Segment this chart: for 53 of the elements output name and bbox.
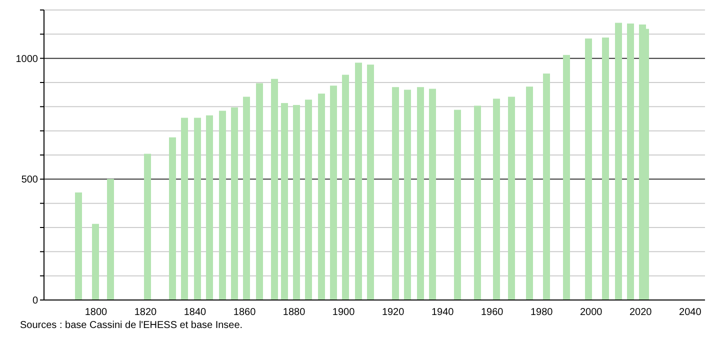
x-tick-label: 2020 xyxy=(630,307,652,318)
x-tick-label: 1860 xyxy=(233,307,256,318)
bar xyxy=(75,192,82,300)
bar xyxy=(585,38,592,300)
bar xyxy=(543,74,550,300)
bar xyxy=(330,86,337,300)
bar xyxy=(243,96,250,300)
bar xyxy=(404,90,411,300)
bar xyxy=(454,110,461,300)
bar xyxy=(181,118,188,300)
source-note: Sources : base Cassini de l'EHESS et base Insee. xyxy=(20,320,243,331)
bar xyxy=(144,154,151,300)
bar xyxy=(206,115,213,300)
bar xyxy=(627,24,634,300)
bar xyxy=(563,54,570,300)
bar xyxy=(615,22,622,300)
bar xyxy=(493,98,500,300)
x-tick-label: 1940 xyxy=(431,307,454,318)
bar xyxy=(342,74,349,300)
bar xyxy=(194,118,201,300)
bar xyxy=(474,106,481,300)
y-tick-label: 500 xyxy=(21,174,38,186)
bar xyxy=(293,104,300,300)
x-tick-label: 1980 xyxy=(530,307,554,318)
bar xyxy=(169,137,176,300)
bar xyxy=(256,83,263,300)
bar xyxy=(508,96,515,300)
bar xyxy=(92,224,99,300)
x-tick-label: 2000 xyxy=(580,307,603,318)
y-tick-label: 1000 xyxy=(16,54,38,65)
bar xyxy=(417,87,424,300)
bar xyxy=(429,88,436,300)
bar xyxy=(602,38,609,300)
x-tick-label: 1900 xyxy=(332,307,356,318)
x-tick-label: 1800 xyxy=(84,307,108,318)
bar xyxy=(355,62,362,300)
bar xyxy=(305,100,312,300)
x-tick-label: 1820 xyxy=(134,307,158,318)
bar xyxy=(231,107,238,300)
y-tick-label: 0 xyxy=(32,296,38,307)
x-tick-label: 2040 xyxy=(679,307,702,318)
bar xyxy=(526,86,533,300)
x-tick-label: 1920 xyxy=(382,307,405,318)
x-tick-label: 1880 xyxy=(282,307,306,318)
bar xyxy=(318,94,325,300)
bar xyxy=(281,103,288,300)
x-tick-label: 1840 xyxy=(184,307,207,318)
bar xyxy=(107,178,114,300)
x-tick-label: 1960 xyxy=(480,307,504,318)
bar xyxy=(392,87,399,300)
bar xyxy=(367,64,374,300)
bar xyxy=(271,78,278,300)
bar xyxy=(219,110,226,300)
